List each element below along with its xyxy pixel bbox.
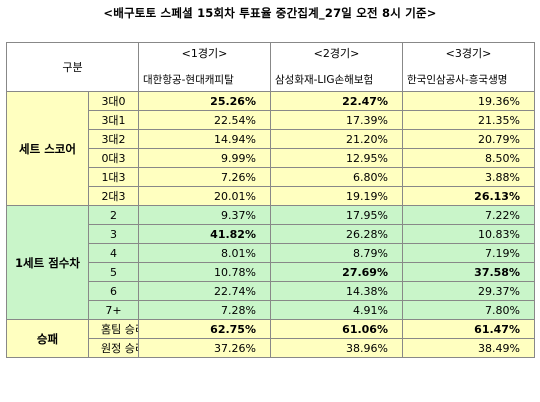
vote-rate-game-3: 21.35%	[402, 110, 535, 130]
vote-rate-game-3: 20.79%	[402, 129, 535, 149]
vote-rate-game-2: 27.69%	[270, 262, 403, 282]
vote-rate-game-2: 14.38%	[270, 281, 403, 301]
vote-rate-game-3: 7.80%	[402, 300, 535, 320]
row-label: 6	[88, 281, 139, 301]
vote-rate-game-2: 4.91%	[270, 300, 403, 320]
row-label: 3	[88, 224, 139, 244]
vote-rate-game-2: 17.39%	[270, 110, 403, 130]
vote-rate-game-2: 22.47%	[270, 91, 403, 111]
vote-rate-game-1: 9.99%	[138, 148, 271, 168]
header-game-1-round: <1경기>	[138, 42, 271, 67]
table-row: 5 10.78% 27.69% 37.58%	[6, 262, 535, 282]
vote-rate-game-2: 26.28%	[270, 224, 403, 244]
row-label: 4	[88, 243, 139, 263]
row-label: 7+	[88, 300, 139, 320]
table-row: 1대3 7.26% 6.80% 3.88%	[6, 167, 535, 187]
table-row: 6 22.74% 14.38% 29.37%	[6, 281, 535, 301]
vote-rate-game-1: 41.82%	[138, 224, 271, 244]
row-label: 2	[88, 205, 139, 225]
vote-rate-game-3: 29.37%	[402, 281, 535, 301]
table-row: 3대2 14.94% 21.20% 20.79%	[6, 129, 535, 149]
row-label: 3대0	[88, 91, 139, 111]
table-row: 4 8.01% 8.79% 7.19%	[6, 243, 535, 263]
row-label: 홈팀 승리	[88, 319, 139, 339]
vote-rate-game-1: 14.94%	[138, 129, 271, 149]
row-label: 3대2	[88, 129, 139, 149]
vote-rate-game-3: 26.13%	[402, 186, 535, 206]
table-row: 세트 스코어 3대0 25.26% 22.47% 19.36%	[6, 91, 535, 206]
vote-rate-game-3: 19.36%	[402, 91, 535, 111]
vote-rate-game-3: 37.58%	[402, 262, 535, 282]
vote-rate-game-3: 7.19%	[402, 243, 535, 263]
table-row: 3 41.82% 26.28% 10.83%	[6, 224, 535, 244]
section-category: 승패	[6, 319, 89, 358]
row-label: 2대3	[88, 186, 139, 206]
row-label: 원정 승리	[88, 338, 139, 358]
vote-rate-game-1: 9.37%	[138, 205, 271, 225]
vote-rate-game-1: 8.01%	[138, 243, 271, 263]
table-row: 1세트 점수차 2 9.37% 17.95% 7.22%	[6, 205, 535, 320]
vote-rate-game-1: 25.26%	[138, 91, 271, 111]
vote-rate-game-3: 38.49%	[402, 338, 535, 358]
header-game-3-round: <3경기>	[402, 42, 535, 67]
section-category: 1세트 점수차	[6, 205, 89, 320]
page-title: <배구토토 스페셜 15회차 투표율 중간집계_27일 오전 8시 기준>	[103, 6, 437, 20]
vote-rate-game-2: 12.95%	[270, 148, 403, 168]
table-row: 원정 승리37.26%38.96%38.49%	[6, 338, 535, 358]
vote-rate-game-2: 61.06%	[270, 319, 403, 339]
vote-rate-game-2: 8.79%	[270, 243, 403, 263]
vote-rate-game-2: 38.96%	[270, 338, 403, 358]
vote-rate-table: 구분 <1경기> <2경기> <3경기> 대한항공-현대캐피탈 삼성화재-LIG…	[6, 42, 535, 358]
section-category: 세트 스코어	[6, 91, 89, 206]
vote-rate-game-3: 10.83%	[402, 224, 535, 244]
row-label: 5	[88, 262, 139, 282]
row-label: 1대3	[88, 167, 139, 187]
vote-rate-game-1: 7.26%	[138, 167, 271, 187]
header-game-3-match: 한국인삼공사-흥국생명	[402, 67, 535, 92]
vote-rate-game-3: 3.88%	[402, 167, 535, 187]
vote-rate-game-3: 61.47%	[402, 319, 535, 339]
vote-rate-game-2: 19.19%	[270, 186, 403, 206]
header-game-1-match: 대한항공-현대캐피탈	[138, 67, 271, 92]
vote-rate-game-1: 22.74%	[138, 281, 271, 301]
table-row: 7+ 7.28% 4.91% 7.80%	[6, 300, 535, 320]
row-label: 0대3	[88, 148, 139, 168]
vote-rate-game-2: 17.95%	[270, 205, 403, 225]
vote-rate-game-1: 7.28%	[138, 300, 271, 320]
table-row: 2대3 20.01% 19.19% 26.13%	[6, 186, 535, 206]
vote-rate-game-1: 22.54%	[138, 110, 271, 130]
row-label: 3대1	[88, 110, 139, 130]
vote-rate-game-3: 8.50%	[402, 148, 535, 168]
vote-rate-game-1: 62.75%	[138, 319, 271, 339]
header-game-2-match: 삼성화재-LIG손해보험	[270, 67, 403, 92]
table-row: 0대3 9.99% 12.95% 8.50%	[6, 148, 535, 168]
vote-rate-game-1: 37.26%	[138, 338, 271, 358]
vote-rate-game-1: 10.78%	[138, 262, 271, 282]
vote-rate-game-2: 21.20%	[270, 129, 403, 149]
vote-rate-game-3: 7.22%	[402, 205, 535, 225]
vote-rate-game-1: 20.01%	[138, 186, 271, 206]
header-game-2-round: <2경기>	[270, 42, 403, 67]
vote-rate-game-2: 6.80%	[270, 167, 403, 187]
header-gubun: 구분	[6, 42, 139, 92]
table-row: 3대1 22.54% 17.39% 21.35%	[6, 110, 535, 130]
